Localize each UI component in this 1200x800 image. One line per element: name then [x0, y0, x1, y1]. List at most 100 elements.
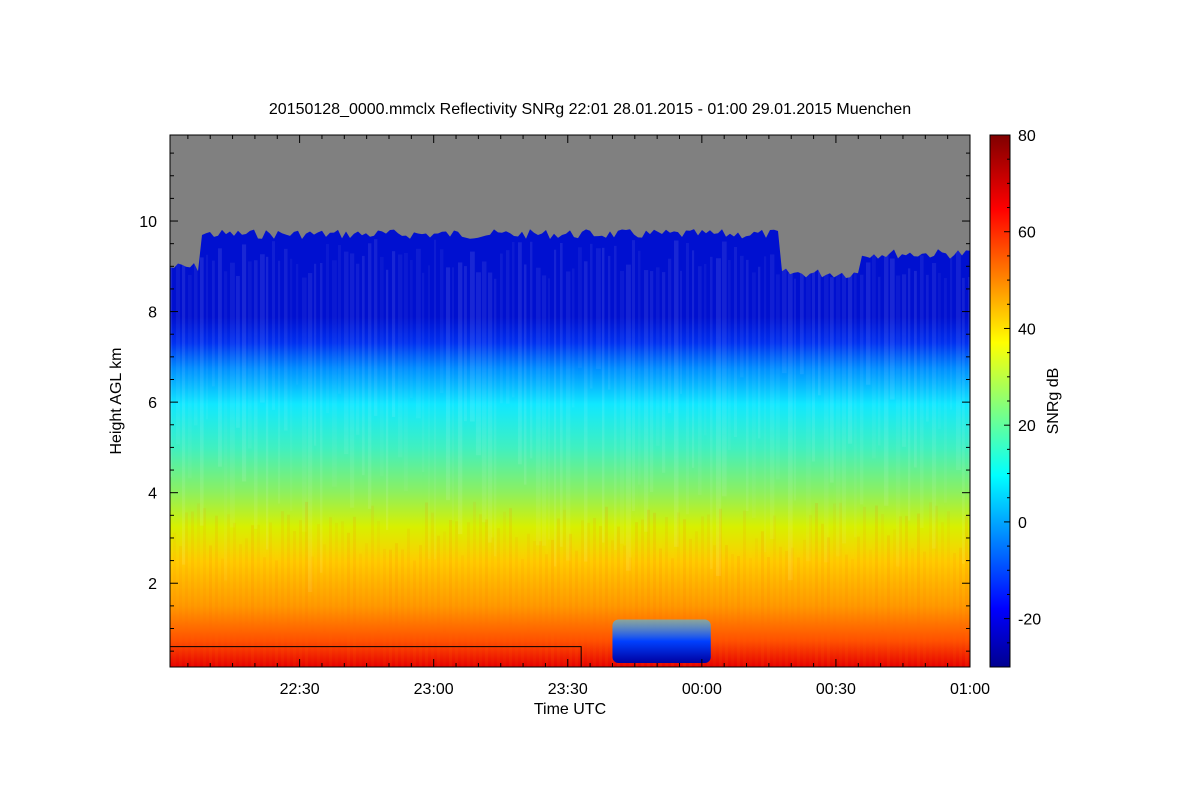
streak [839, 503, 842, 668]
streak [461, 555, 464, 720]
streak [770, 254, 774, 539]
streak [236, 276, 240, 428]
streak [794, 279, 796, 501]
streak [833, 504, 836, 669]
streak [956, 247, 961, 470]
streak [284, 249, 288, 431]
streak [686, 243, 689, 514]
x-tick-label: 23:30 [548, 681, 588, 698]
streak [479, 514, 482, 679]
heatmap-plot-area [170, 135, 974, 726]
streak [728, 260, 731, 450]
streak [296, 264, 298, 385]
streak [200, 257, 204, 525]
streak [602, 248, 604, 543]
streak [449, 520, 452, 685]
streak [533, 541, 536, 706]
streak [266, 257, 268, 550]
streak [434, 240, 436, 560]
streak [458, 262, 462, 534]
streak [224, 271, 227, 580]
streak [638, 251, 640, 485]
streak [308, 273, 312, 592]
streak [332, 260, 337, 487]
streak [188, 275, 192, 478]
streak [500, 254, 503, 404]
streak [488, 273, 492, 543]
streak [692, 250, 694, 468]
streak [227, 514, 230, 679]
streak [350, 253, 354, 507]
streak [962, 278, 965, 564]
streak [614, 246, 617, 550]
streak [887, 535, 890, 700]
streak [482, 261, 486, 522]
streak [755, 538, 758, 703]
streak [527, 534, 530, 699]
y-tick-label: 4 [148, 486, 157, 503]
streak [368, 243, 371, 509]
streak [587, 523, 590, 688]
streak [440, 249, 443, 393]
streak [476, 272, 481, 455]
streak [302, 278, 307, 532]
colorbar-tick-label: -20 [1018, 612, 1041, 629]
streak [911, 548, 914, 713]
streak [626, 265, 631, 571]
streak [443, 531, 446, 696]
streak [305, 502, 308, 667]
streak [194, 255, 198, 425]
streak [785, 551, 788, 716]
streak [662, 272, 665, 473]
streak [377, 521, 380, 686]
streak [425, 503, 428, 668]
streak [608, 256, 610, 390]
streak [521, 559, 524, 724]
streak [554, 250, 556, 567]
streak [491, 537, 494, 702]
streak [566, 271, 570, 560]
streak [605, 507, 608, 672]
streak [548, 278, 550, 539]
y-tick-label: 10 [139, 214, 157, 231]
streak [245, 538, 248, 703]
streak [503, 512, 506, 677]
x-tick-label: 22:30 [280, 681, 320, 698]
streak [806, 249, 811, 562]
streak [197, 503, 200, 668]
streak [512, 242, 514, 397]
y-tick-label: 6 [148, 395, 157, 412]
colorbar-tick-label: 80 [1018, 128, 1036, 145]
streak [341, 521, 344, 686]
streak [965, 515, 968, 680]
streak [335, 523, 338, 688]
streak [536, 268, 541, 546]
streak [698, 266, 702, 495]
streak [263, 557, 266, 722]
streak [413, 560, 416, 725]
streak [944, 278, 947, 503]
streak [584, 261, 588, 561]
streak [515, 537, 518, 702]
streak [290, 259, 292, 511]
streak [269, 522, 272, 687]
streak [239, 544, 242, 709]
streak [317, 524, 320, 689]
streak [392, 251, 395, 417]
streak [410, 260, 413, 398]
streak [320, 263, 322, 573]
streak [590, 244, 593, 389]
streak [803, 540, 806, 705]
streak [560, 243, 563, 547]
y-tick-label: 8 [148, 305, 157, 322]
streak [356, 264, 359, 435]
streak [572, 268, 574, 407]
streak [890, 259, 895, 400]
streak [848, 271, 852, 443]
streak [353, 517, 356, 682]
streak [473, 502, 476, 667]
streak [248, 261, 252, 448]
streak [695, 531, 698, 696]
streak [365, 543, 368, 708]
